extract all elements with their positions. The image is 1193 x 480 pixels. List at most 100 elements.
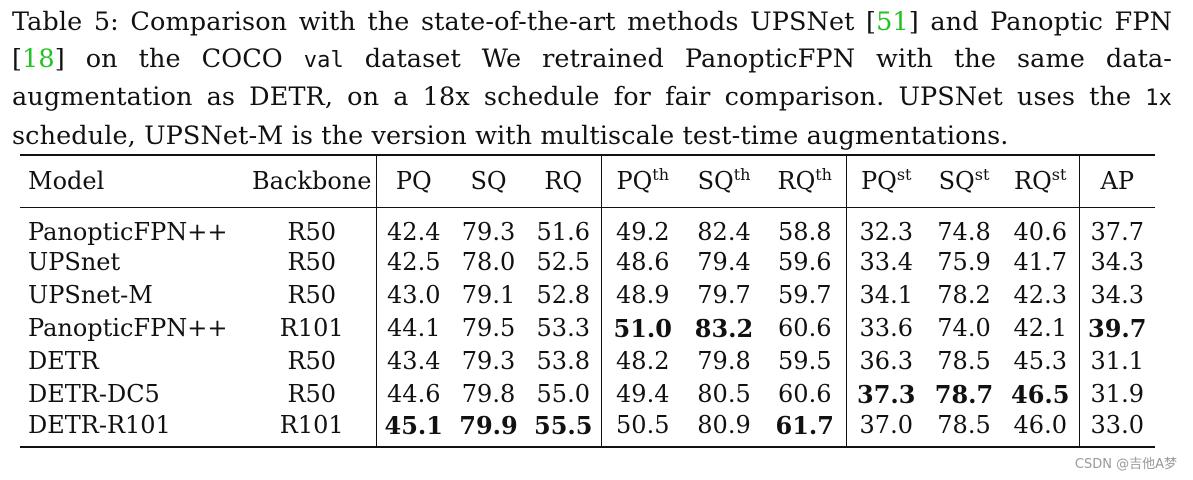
cell-rq-st: 40.6 bbox=[1002, 207, 1080, 246]
table-row: UPSnet-M R50 43.0 79.1 52.8 48.9 79.7 59.7 34.1 7… bbox=[20, 278, 1155, 312]
cell-ap: 39.7 bbox=[1088, 313, 1147, 343]
cell-pq-st: 37.3 bbox=[857, 379, 916, 409]
cell-sq-st: 78.7 bbox=[934, 379, 994, 409]
header-pq-st: PQst bbox=[846, 155, 926, 207]
header-rq-th-sup: th bbox=[815, 165, 832, 185]
cell-backbone: R101 bbox=[248, 410, 377, 447]
cell-rq-th: 59.5 bbox=[764, 344, 847, 378]
table-row: DETR R50 43.4 79.3 53.8 48.2 79.8 59.5 36.3 78.5 4… bbox=[20, 344, 1155, 378]
cell-sq-th: 79.7 bbox=[697, 281, 751, 309]
cell-backbone: R50 bbox=[248, 207, 377, 246]
table-row: UPSnet R50 42.5 78.0 52.5 48.6 79.4 59.6 33.4 75.… bbox=[20, 245, 1155, 279]
cell-pq-st: 33.6 bbox=[859, 314, 913, 342]
header-sq-th: SQth bbox=[684, 155, 764, 207]
cell-pq: 44.6 bbox=[387, 380, 441, 408]
caption-code-val: val bbox=[303, 47, 344, 73]
cell-sq-th: 79.8 bbox=[697, 347, 751, 375]
cell-pq-st: 32.3 bbox=[859, 217, 913, 246]
header-sq-st-base: SQ bbox=[938, 167, 975, 196]
header-sq: SQ bbox=[470, 167, 507, 196]
cell-rq: 55.0 bbox=[526, 377, 602, 411]
cell-sq-th: 80.5 bbox=[697, 380, 751, 408]
header-model: Model bbox=[28, 167, 105, 196]
cell-pq-st: 36.3 bbox=[859, 347, 913, 375]
cell-sq: 79.1 bbox=[461, 281, 516, 309]
header-pq-th: PQth bbox=[601, 155, 684, 207]
table-row: PanopticFPN++ R50 42.4 79.3 51.6 49.2 82.4 58.8… bbox=[20, 207, 1155, 246]
cell-sq: 79.9 bbox=[459, 410, 518, 440]
cell-backbone: R50 bbox=[248, 377, 377, 411]
cell-model: PanopticFPN++ bbox=[28, 217, 228, 246]
cell-pq-th: 48.6 bbox=[616, 248, 670, 276]
cell-sq: 78.0 bbox=[461, 248, 516, 276]
header-rq-st-sup: st bbox=[1051, 165, 1067, 185]
header-rq-th-base: RQ bbox=[777, 167, 816, 196]
cell-rq-st: 46.0 bbox=[1002, 410, 1080, 447]
cell-ap: 34.3 bbox=[1090, 281, 1144, 309]
table-header-row: Model Backbone PQ SQ RQ PQth SQth RQth P… bbox=[20, 155, 1155, 207]
results-table: Model Backbone PQ SQ RQ PQth SQth RQth P… bbox=[20, 154, 1155, 448]
cell-rq-th: 60.6 bbox=[764, 311, 847, 345]
cell-pq: 42.5 bbox=[387, 248, 441, 276]
cell-sq-st: 78.2 bbox=[937, 281, 991, 309]
caption-text: ] on the COCO bbox=[54, 43, 304, 74]
caption-lead: Table 5: Comparison with the state-of-th… bbox=[12, 7, 877, 37]
cell-rq: 51.6 bbox=[526, 207, 602, 246]
table-row: DETR-R101 R101 45.1 79.9 55.5 50.5 80.9 61.7 37.… bbox=[20, 410, 1155, 447]
header-rq: RQ bbox=[526, 155, 602, 207]
header-pq-st-sup: st bbox=[896, 165, 912, 185]
cell-rq-st: 41.7 bbox=[1002, 245, 1080, 279]
cell-sq-st: 78.5 bbox=[937, 347, 991, 375]
cell-rq-th: 58.8 bbox=[764, 207, 847, 246]
table-row: DETR-DC5 R50 44.6 79.8 55.0 49.4 80.5 60.6 37.3 7… bbox=[20, 377, 1155, 411]
cell-sq-th: 80.9 bbox=[697, 411, 751, 439]
cell-sq-st: 75.9 bbox=[937, 248, 991, 276]
table-row: PanopticFPN++ R101 44.1 79.5 53.3 51.0 83.2 60.… bbox=[20, 311, 1155, 345]
caption-text: schedule, UPSNet-M is the version with m… bbox=[12, 120, 1009, 151]
results-table-container: Model Backbone PQ SQ RQ PQth SQth RQth P… bbox=[20, 154, 1155, 448]
cell-rq-st: 42.3 bbox=[1002, 278, 1080, 312]
cell-sq-th: 82.4 bbox=[697, 217, 751, 246]
cell-pq-th: 48.9 bbox=[616, 281, 670, 309]
header-pq-th-sup: th bbox=[652, 165, 670, 185]
cell-pq-st: 33.4 bbox=[859, 248, 913, 276]
cell-model: DETR-R101 bbox=[28, 411, 171, 439]
cell-pq: 43.0 bbox=[387, 281, 441, 309]
cell-sq-th: 79.4 bbox=[697, 248, 751, 276]
cell-ap: 31.1 bbox=[1090, 347, 1144, 375]
cell-rq-th: 61.7 bbox=[764, 410, 847, 447]
cell-pq: 45.1 bbox=[384, 410, 443, 440]
cell-model: DETR-DC5 bbox=[28, 380, 160, 408]
header-rq-th: RQth bbox=[764, 155, 847, 207]
header-sq-th-sup: th bbox=[733, 165, 751, 185]
citation-link-51[interactable]: 51 bbox=[876, 7, 909, 37]
cell-rq: 53.3 bbox=[526, 311, 602, 345]
cell-backbone: R50 bbox=[248, 278, 377, 312]
cell-rq-th: 60.6 bbox=[764, 377, 847, 411]
cell-ap: 34.3 bbox=[1090, 248, 1144, 276]
cell-rq-st: 45.3 bbox=[1002, 344, 1080, 378]
table-body: PanopticFPN++ R50 42.4 79.3 51.6 49.2 82.4 58.8… bbox=[20, 207, 1155, 447]
cell-pq: 42.4 bbox=[387, 217, 441, 246]
cell-pq-th: 49.2 bbox=[616, 217, 670, 246]
cell-model: UPSnet-M bbox=[28, 281, 153, 309]
cell-sq: 79.8 bbox=[461, 380, 516, 408]
header-sq-th-base: SQ bbox=[697, 167, 734, 196]
cell-pq-st: 34.1 bbox=[859, 281, 913, 309]
watermark: CSDN @吉他A梦 bbox=[1074, 457, 1177, 472]
cell-sq: 79.3 bbox=[461, 217, 516, 246]
header-backbone: Backbone bbox=[248, 155, 377, 207]
cell-rq-th: 59.7 bbox=[764, 278, 847, 312]
cell-backbone: R50 bbox=[248, 344, 377, 378]
cell-sq-th: 83.2 bbox=[694, 313, 754, 343]
header-pq-th-base: PQ bbox=[616, 167, 653, 196]
cell-pq-th: 51.0 bbox=[613, 313, 672, 343]
cell-model: UPSnet bbox=[28, 248, 121, 276]
cell-rq: 55.5 bbox=[526, 410, 602, 447]
caption-text: dataset We retrained PanopticFPN with th… bbox=[12, 43, 1172, 113]
cell-rq: 52.8 bbox=[526, 278, 602, 312]
cell-pq: 44.1 bbox=[387, 314, 441, 342]
citation-link-18[interactable]: 18 bbox=[22, 43, 55, 74]
header-rq-st-base: RQ bbox=[1014, 167, 1052, 196]
header-rq-st: RQst bbox=[1002, 155, 1080, 207]
